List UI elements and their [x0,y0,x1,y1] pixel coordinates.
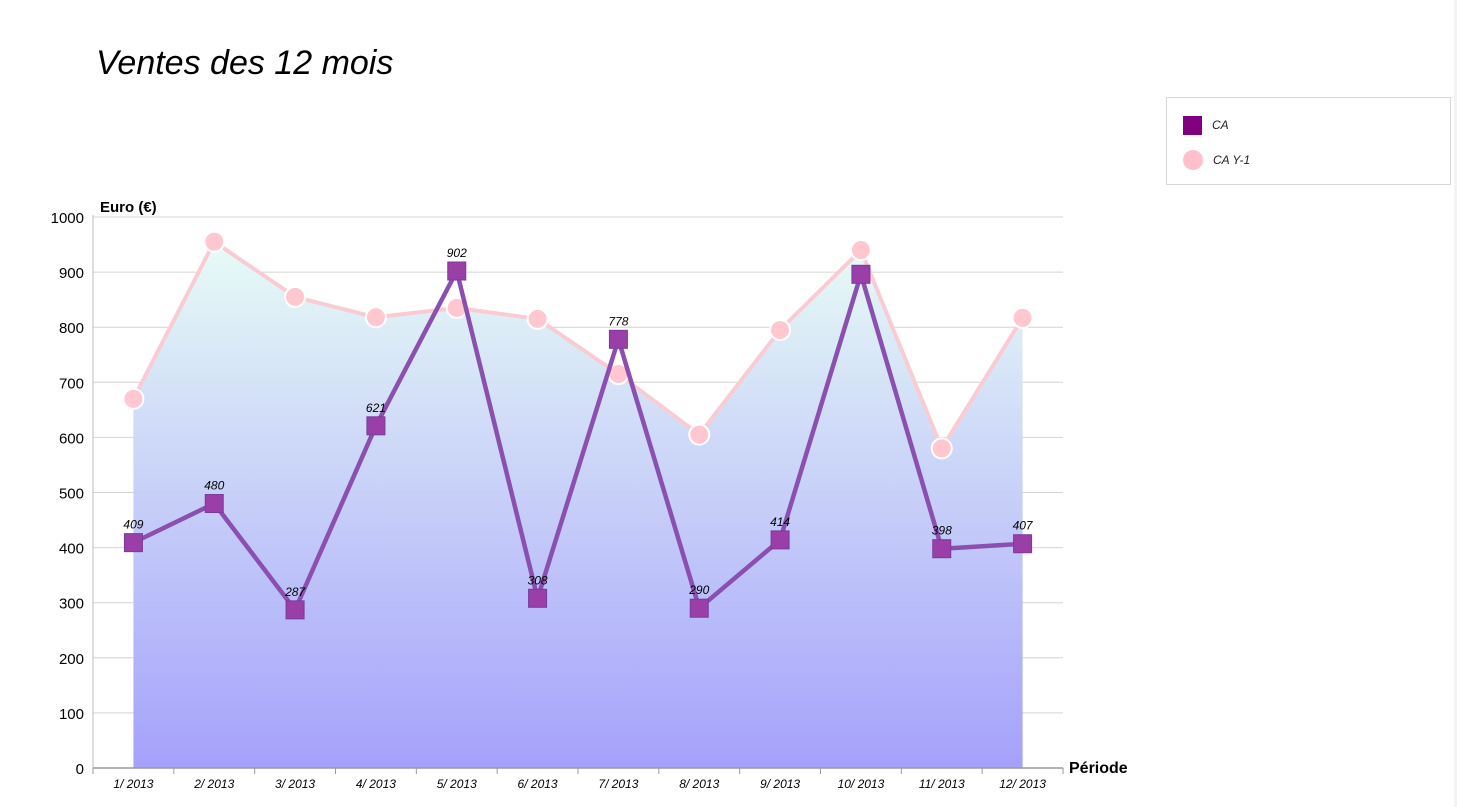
point-ca [1013,534,1033,554]
point-ca [123,533,143,553]
point-ca-y-1 [769,318,792,341]
point-ca [366,416,386,436]
data-label-ca: 398 [932,524,952,538]
y-tick-label: 700 [59,375,84,392]
y-tick-label: 100 [59,706,84,723]
point-ca [608,329,628,349]
legend-label-ca: CA [1212,118,1229,132]
point-ca [770,530,790,550]
data-label-ca: 409 [123,518,143,532]
point-ca-y-1 [122,387,145,410]
data-label-ca: 308 [528,573,548,587]
series-line-ca-y-1 [131,239,1025,451]
data-label-ca: 407 [1013,519,1034,533]
point-ca-y-1 [930,437,953,460]
y-tick-label: 0 [76,761,84,778]
y-tick-label: 300 [59,596,84,613]
data-labels: 409 480 287 621 902 308 778 290 414 398 407 [123,246,1034,599]
axes: 0 100 200 300 400 500 600 700 800 900 1000 1/ 2013 2… [51,210,1064,791]
point-ca-y-1 [526,307,549,330]
x-tick-label: 4/ 2013 [356,777,396,791]
chart-title: Ventes des 12 mois [96,44,394,82]
point-ca-y-1 [688,423,711,446]
data-label-ca: 290 [688,583,709,597]
series-line-ca [131,268,1025,613]
data-label-ca: 902 [447,246,467,260]
y-tick-label: 200 [59,651,84,668]
y-axis-label: Euro (€) [100,199,157,216]
x-tick-label: 10/ 2013 [838,777,885,791]
x-tick-label: 6/ 2013 [518,777,558,791]
point-ca-y-1 [203,230,226,253]
x-tick-label: 9/ 2013 [760,777,800,791]
x-tick-label: 12/ 2013 [999,777,1046,791]
data-label-ca: 778 [608,314,628,328]
x-axis-label: Période [1069,760,1128,777]
legend-item-ca: CA [1183,114,1229,136]
point-ca [528,588,548,608]
y-tick-label: 900 [59,265,84,282]
data-label-ca: 480 [204,479,224,493]
legend-circle-marker-icon [1183,150,1203,170]
point-ca [204,494,224,514]
x-tick-label: 2/ 2013 [193,777,234,791]
point-ca [447,261,467,281]
y-tick-label: 800 [59,320,84,337]
x-tick-label: 5/ 2013 [437,777,477,791]
x-tick-label: 1/ 2013 [113,777,153,791]
x-tick-label: 7/ 2013 [598,777,638,791]
x-tick-label: 8/ 2013 [679,777,719,791]
x-tick-label: 11/ 2013 [919,777,965,791]
area-fill-ca-y-1 [133,241,1023,769]
point-ca [285,600,305,620]
data-label-ca: 414 [770,515,790,529]
series [122,230,1034,620]
window-edge [1454,0,1457,807]
x-tick-label: 3/ 2013 [275,777,315,791]
point-ca-y-1 [284,285,307,308]
point-ca [689,598,709,618]
point-ca-y-1 [1011,306,1034,329]
y-tick-label: 500 [59,486,84,503]
y-tick-label: 600 [59,430,84,447]
legend: CA CA Y-1 [1166,97,1451,185]
point-ca-y-1 [364,306,387,329]
y-tick-label: 400 [59,541,84,558]
legend-item-ca-y1: CA Y-1 [1183,149,1250,171]
y-tick-label: 1000 [51,210,84,227]
legend-square-marker-icon [1183,115,1202,135]
point-ca [932,539,952,559]
data-label-ca: 287 [284,585,306,599]
point-ca-y-1 [849,239,872,262]
area-fill [133,241,1023,769]
point-ca [851,264,871,284]
legend-label-ca-y1: CA Y-1 [1213,153,1251,167]
data-label-ca: 621 [366,401,386,415]
